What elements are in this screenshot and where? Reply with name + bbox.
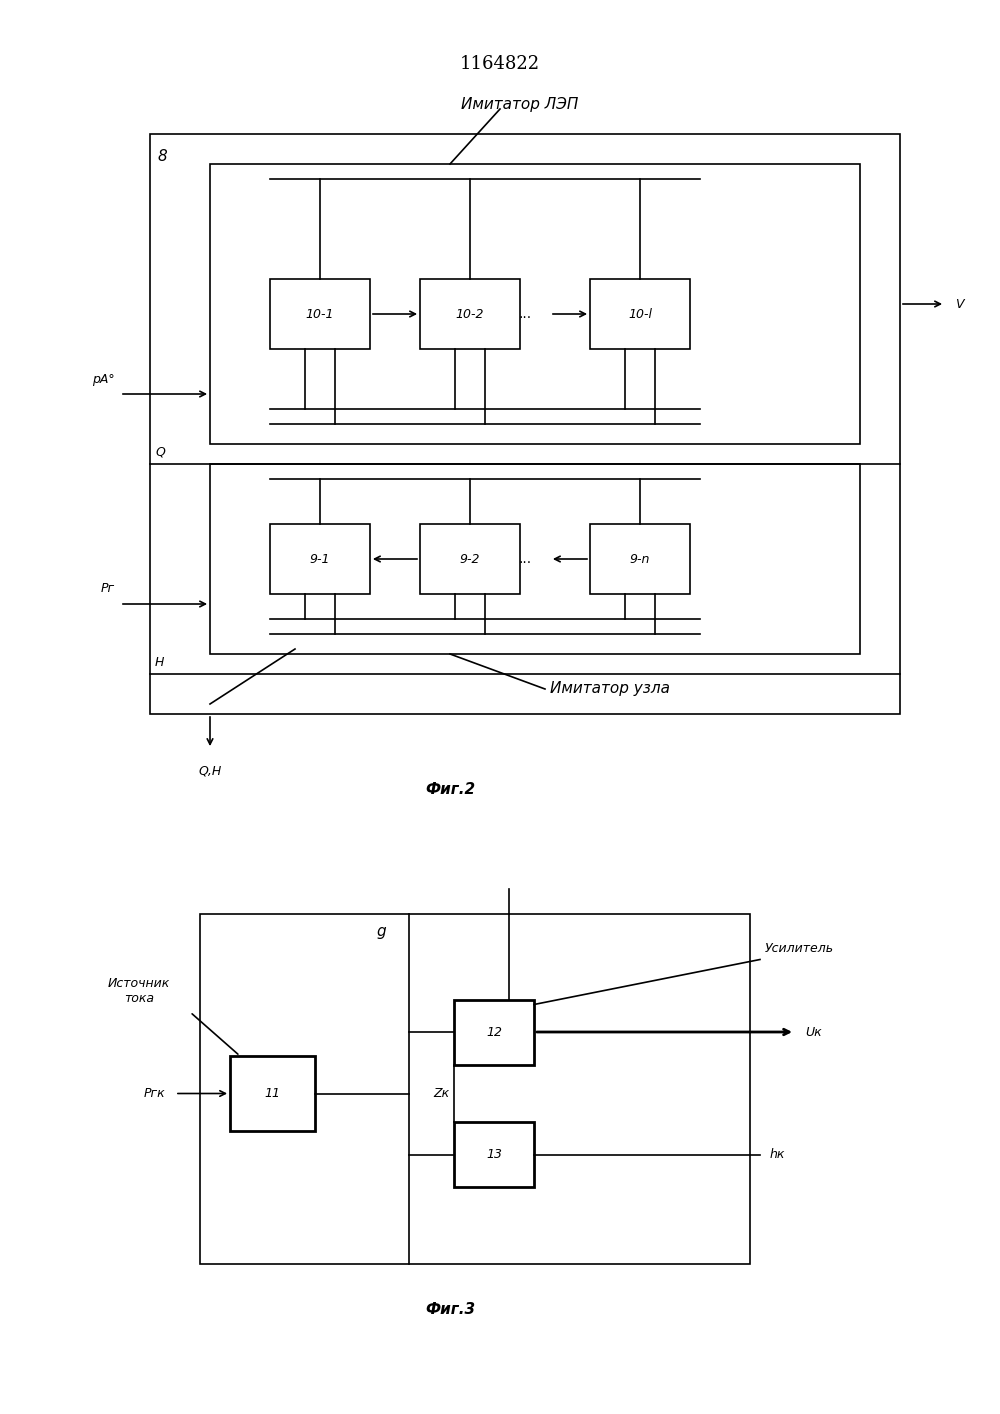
FancyBboxPatch shape [200,913,750,1264]
Text: Zк: Zк [433,1087,449,1100]
Text: Имитатор ЛЭП: Имитатор ЛЭП [461,96,579,112]
FancyBboxPatch shape [454,1000,534,1065]
Text: Pг: Pг [101,583,115,595]
Text: pА°: pА° [92,372,115,386]
Text: Фиг.3: Фиг.3 [425,1301,475,1316]
Text: Pгк: Pгк [143,1087,165,1100]
FancyBboxPatch shape [454,1121,534,1186]
Text: V: V [955,297,964,311]
FancyBboxPatch shape [270,279,370,349]
FancyBboxPatch shape [150,134,900,714]
Text: 10-2: 10-2 [456,307,484,321]
Text: 1164822: 1164822 [460,55,540,74]
Text: Фиг.2: Фиг.2 [425,782,475,796]
Text: 9-2: 9-2 [460,553,480,566]
Text: Усилитель: Усилитель [765,943,834,956]
Text: Q,H: Q,H [198,764,222,778]
FancyBboxPatch shape [210,464,860,655]
Text: 10-1: 10-1 [306,307,334,321]
Text: 10-l: 10-l [628,307,652,321]
Text: ...: ... [518,551,532,566]
Text: Имитатор узла: Имитатор узла [550,682,670,697]
Text: Uк: Uк [805,1025,822,1038]
Text: 9-n: 9-n [630,553,650,566]
FancyBboxPatch shape [590,525,690,594]
FancyBboxPatch shape [230,1056,315,1131]
Text: hк: hк [770,1148,785,1161]
FancyBboxPatch shape [420,525,520,594]
Text: ...: ... [518,307,532,321]
Text: 9-1: 9-1 [310,553,330,566]
Text: Q: Q [155,445,165,460]
FancyBboxPatch shape [270,525,370,594]
Text: 8: 8 [158,148,168,164]
FancyBboxPatch shape [420,279,520,349]
Text: 11: 11 [264,1087,280,1100]
Text: 13: 13 [486,1148,502,1161]
Text: 12: 12 [486,1025,502,1038]
FancyBboxPatch shape [590,279,690,349]
Text: g: g [377,923,386,939]
Text: Источник
тока: Источник тока [108,977,170,1005]
Text: H: H [155,656,164,669]
FancyBboxPatch shape [210,164,860,444]
